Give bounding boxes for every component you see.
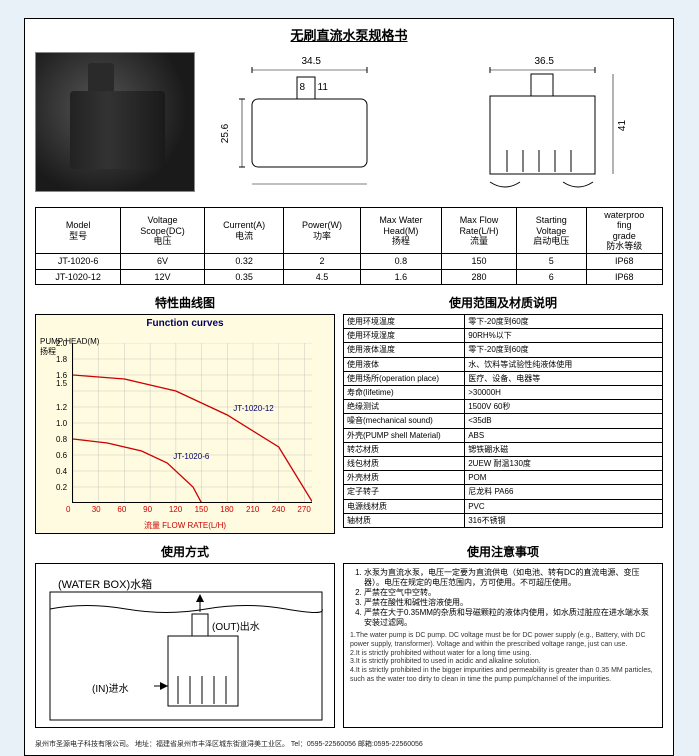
front-view: 34.5 8 11 25.6 bbox=[212, 52, 422, 197]
table-row: 电源线材质PVC bbox=[344, 499, 663, 513]
table-row: 寿命(lifetime)>30000H bbox=[344, 386, 663, 400]
waterbox-label: (WATER BOX)水箱 bbox=[58, 576, 152, 592]
x-tick: 180 bbox=[220, 505, 233, 514]
y-tick: 2.0 bbox=[56, 339, 67, 348]
table-row: 使用液体温度零下-20度到60度 bbox=[344, 343, 663, 357]
table-row: 使用场所(operation place)医疗、设备、电器等 bbox=[344, 371, 663, 385]
table-row: 线包材质2UEW 耐温130度 bbox=[344, 456, 663, 470]
x-tick: 150 bbox=[195, 505, 208, 514]
spec-header: Power(W) 功率 bbox=[284, 208, 360, 254]
spec-sheet: 无刷直流水泵规格书 34.5 8 11 25.6 bbox=[24, 18, 674, 756]
spec-header: Max Flow Rate(L/H) 流量 bbox=[442, 208, 517, 254]
table-row: JT-1020-1212V0.354.51.62806IP68 bbox=[36, 269, 663, 284]
table-row: 使用环境湿度90RH%以下 bbox=[344, 329, 663, 343]
dim-nw: 8 bbox=[300, 82, 306, 93]
chart-title: Function curves bbox=[36, 318, 334, 329]
table-row: 外壳(PUMP shell Material)ABS bbox=[344, 428, 663, 442]
x-tick: 240 bbox=[272, 505, 285, 514]
dim-h1: 25.6 bbox=[220, 124, 231, 143]
material-section-title: 使用范围及材质说明 bbox=[343, 291, 663, 314]
notes-en: 1.The water pump is DC pump. DC voltage … bbox=[350, 632, 656, 685]
note-item: 严禁在大于0.35MM的杂质和导磁颗粒的液体内使用，如水质过脏应在进水端水泵安装… bbox=[364, 608, 656, 628]
x-tick: 210 bbox=[246, 505, 259, 514]
dim-h2: 41 bbox=[617, 120, 628, 131]
table-row: 定子转子尼龙料 PA66 bbox=[344, 485, 663, 499]
material-table: 使用环境温度零下-20度到60度使用环境湿度90RH%以下使用液体温度零下-20… bbox=[343, 314, 663, 528]
function-curves-chart: Function curves PUMP HEAD(M) 扬程 JT-1020-… bbox=[35, 314, 335, 534]
x-tick: 120 bbox=[169, 505, 182, 514]
x-tick: 270 bbox=[297, 505, 310, 514]
chart-section-title: 特性曲线图 bbox=[35, 291, 335, 314]
table-row: 使用环境温度零下-20度到60度 bbox=[344, 315, 663, 329]
svg-text:JT-1020-6: JT-1020-6 bbox=[173, 452, 210, 461]
chart-x-title: 流量 FLOW RATE(L/H) bbox=[36, 520, 334, 531]
dim-w2: 36.5 bbox=[535, 56, 554, 67]
top-row: 34.5 8 11 25.6 bbox=[25, 46, 673, 201]
spec-header: Voltage Scope(DC) 电压 bbox=[121, 208, 205, 254]
spec-header: waterproo fing grade 防水等级 bbox=[586, 208, 662, 254]
spec-header: Current(A) 电流 bbox=[204, 208, 284, 254]
spec-table: Model 型号Voltage Scope(DC) 电压Current(A) 电… bbox=[35, 207, 663, 285]
y-tick: 0.6 bbox=[56, 451, 67, 460]
mid-row: 特性曲线图 Function curves PUMP HEAD(M) 扬程 JT… bbox=[25, 291, 673, 540]
product-photo bbox=[35, 52, 195, 192]
x-tick: 90 bbox=[143, 505, 152, 514]
spec-header: Model 型号 bbox=[36, 208, 121, 254]
note-item: 严禁在空气中空转。 bbox=[364, 588, 656, 598]
y-tick: 1.0 bbox=[56, 419, 67, 428]
x-tick: 0 bbox=[66, 505, 70, 514]
notes-box: 水泵为直流水泵，电压一定要为直流供电（如电池、转有DC的直流电源、变压器）。电压… bbox=[343, 563, 663, 728]
table-row: 绝缘测试1500V 60秒 bbox=[344, 400, 663, 414]
dimension-drawings: 34.5 8 11 25.6 bbox=[203, 52, 663, 197]
y-tick: 0.8 bbox=[56, 435, 67, 444]
y-tick: 0.4 bbox=[56, 467, 67, 476]
side-view: 36.5 41 bbox=[445, 52, 655, 197]
table-row: JT-1020-66V0.3220.81505IP68 bbox=[36, 254, 663, 269]
y-tick: 0.2 bbox=[56, 483, 67, 492]
y-tick: 1.2 bbox=[56, 403, 67, 412]
page-title: 无刷直流水泵规格书 bbox=[25, 19, 673, 46]
y-tick: 1.5 bbox=[56, 379, 67, 388]
x-tick: 30 bbox=[92, 505, 101, 514]
note-item: 水泵为直流水泵，电压一定要为直流供电（如电池、转有DC的直流电源、变压器）。电压… bbox=[364, 568, 656, 588]
dim-nh: 11 bbox=[318, 82, 328, 93]
usage-diagram: (WATER BOX)水箱 (OUT)出水 (IN)进水 bbox=[35, 563, 335, 728]
svg-text:JT-1020-12: JT-1020-12 bbox=[233, 404, 274, 413]
spec-header: Starting Voltage 启动电压 bbox=[516, 208, 586, 254]
table-row: 外壳材质POM bbox=[344, 471, 663, 485]
dim-w1: 34.5 bbox=[302, 56, 321, 67]
y-tick: 1.8 bbox=[56, 355, 67, 364]
bottom-row: 使用方式 (WATER BOX)水箱 (OUT)出水 (IN)进水 bbox=[25, 540, 673, 736]
out-label: (OUT)出水 bbox=[212, 618, 260, 633]
in-label: (IN)进水 bbox=[92, 680, 129, 695]
table-row: 使用液体水、饮料等试验性纯液体使用 bbox=[344, 357, 663, 371]
spec-header: Max Water Head(M) 扬程 bbox=[360, 208, 441, 254]
x-tick: 60 bbox=[117, 505, 126, 514]
footer: 泉州市圣源电子科技有限公司。 地址：福建省泉州市丰泽区城东街道浔美工业区。 Te… bbox=[25, 736, 673, 755]
usage-section-title: 使用方式 bbox=[35, 540, 335, 563]
table-row: 转芯材质锶铁硼水磁 bbox=[344, 442, 663, 456]
table-row: 噪音(mechanical sound)<35dB bbox=[344, 414, 663, 428]
note-item: 严禁在酸性和碱性溶液使用。 bbox=[364, 598, 656, 608]
notes-section-title: 使用注意事项 bbox=[343, 540, 663, 563]
table-row: 轴材质316不锈钢 bbox=[344, 513, 663, 527]
